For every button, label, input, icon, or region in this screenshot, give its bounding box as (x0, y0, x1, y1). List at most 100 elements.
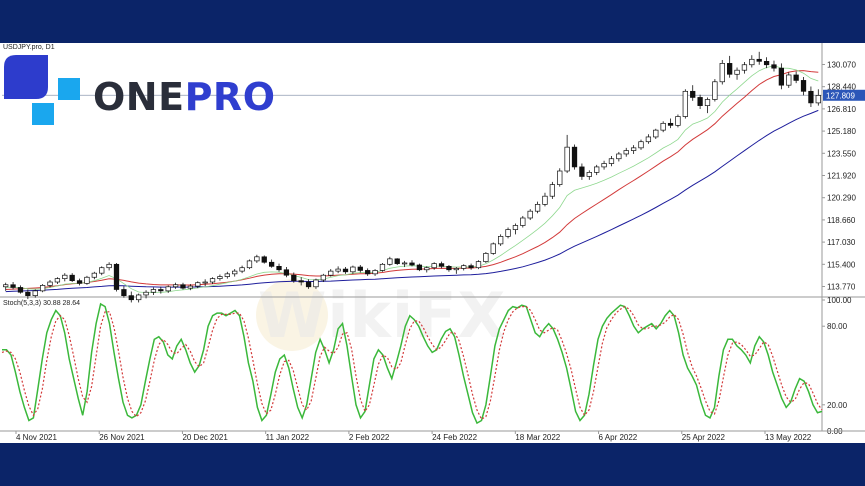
candle-body (719, 63, 725, 83)
candle (409, 260, 415, 267)
candle (25, 289, 31, 300)
candle-body (17, 287, 24, 293)
candle-body (594, 166, 600, 173)
candle (335, 266, 341, 274)
candle-body (394, 258, 400, 264)
time-tick-label: 4 Nov 2021 (16, 433, 57, 442)
candle-body (446, 266, 452, 271)
candle (32, 289, 38, 298)
current-price-label: 127.809 (826, 91, 855, 100)
candle-body (697, 97, 703, 106)
candle-body (505, 229, 511, 237)
candle (291, 272, 297, 283)
candle-body (357, 266, 363, 271)
time-tick-label: 6 Apr 2022 (599, 433, 638, 442)
candle (84, 275, 90, 285)
candle-body (350, 266, 356, 273)
candle-body (10, 284, 16, 288)
candle-body (808, 90, 814, 104)
candle (39, 284, 46, 293)
candle (549, 181, 556, 199)
candle-body (113, 263, 120, 290)
candle (254, 254, 260, 263)
candle (342, 267, 349, 274)
candle-body (468, 265, 474, 269)
chart-frame: WikiFX USDJPY.pro, D1 130.070 128.440 126.8… (0, 43, 865, 443)
candle (468, 263, 474, 270)
candle-body (638, 141, 644, 149)
candle (424, 266, 430, 273)
candle (150, 287, 157, 295)
candle-body (39, 285, 46, 292)
candle (128, 291, 134, 303)
time-tick-label: 11 Jan 2022 (266, 433, 310, 442)
candle (697, 94, 703, 110)
stochastic-tick-label: 80.00 (827, 322, 848, 331)
onepro-wordmark: ONEPRO (93, 78, 276, 116)
time-tick-label: 20 Dec 2021 (182, 433, 228, 442)
candle-body (409, 262, 415, 266)
candle (69, 273, 75, 283)
candle (180, 282, 186, 290)
candle-body (365, 270, 371, 275)
candle-body (483, 253, 489, 262)
candle (165, 285, 171, 293)
candle-body (195, 282, 201, 287)
candle-body (158, 289, 164, 292)
candle-body (704, 99, 711, 106)
candle-body (254, 256, 260, 262)
candle-body (150, 289, 157, 293)
candle (305, 279, 312, 289)
candle-body (512, 225, 519, 230)
price-tick-label: 115.400 (827, 260, 856, 269)
candle-body (217, 276, 223, 279)
candle (815, 89, 821, 106)
candle (498, 234, 504, 246)
candle (741, 62, 748, 74)
candle-body (660, 122, 666, 131)
candle (54, 277, 61, 285)
candle (446, 264, 452, 272)
stochastic-tick-label: 20.00 (827, 401, 848, 410)
candle-body (549, 184, 556, 197)
candle-body (342, 268, 349, 273)
price-tick-label: 130.070 (827, 60, 856, 69)
candle-body (461, 265, 467, 269)
candle-body (143, 291, 149, 296)
current-price-badge (823, 89, 865, 101)
candle-body (667, 122, 674, 126)
candle-body (121, 289, 127, 296)
candle-body (246, 260, 253, 269)
candle-body (180, 284, 186, 289)
candle (431, 262, 437, 270)
candle-body (527, 210, 533, 219)
price-tick-label: 125.180 (827, 127, 856, 136)
candle-body (187, 285, 194, 289)
price-tick-label: 126.810 (827, 105, 856, 114)
moving-average-line (5, 70, 819, 290)
price-and-stochastic-chart: USDJPY.pro, D1 130.070 128.440 126.810 125.1… (0, 43, 865, 442)
candle (438, 261, 445, 269)
time-tick-label: 13 May 2022 (765, 433, 812, 442)
price-chart-title: USDJPY.pro, D1 (3, 44, 55, 51)
candle (276, 263, 282, 272)
candle-body (298, 280, 304, 283)
price-tick-label: 118.660 (827, 216, 856, 225)
candle (675, 114, 681, 128)
candle-body (232, 270, 238, 275)
candle-body (557, 170, 563, 185)
candle (808, 86, 814, 107)
candle (283, 267, 290, 278)
candle-body (335, 268, 341, 272)
candle-body (106, 263, 112, 269)
candle-body (47, 281, 53, 286)
candle-body (165, 286, 171, 292)
candle (512, 223, 519, 235)
candle (645, 134, 652, 144)
candle-body (475, 261, 482, 269)
candle (579, 163, 585, 180)
candle-body (616, 153, 622, 160)
candle-body (734, 69, 740, 75)
candle (594, 164, 600, 176)
stochastic-title: Stoch(5,3,3) 30.88 28.64 (3, 300, 80, 307)
